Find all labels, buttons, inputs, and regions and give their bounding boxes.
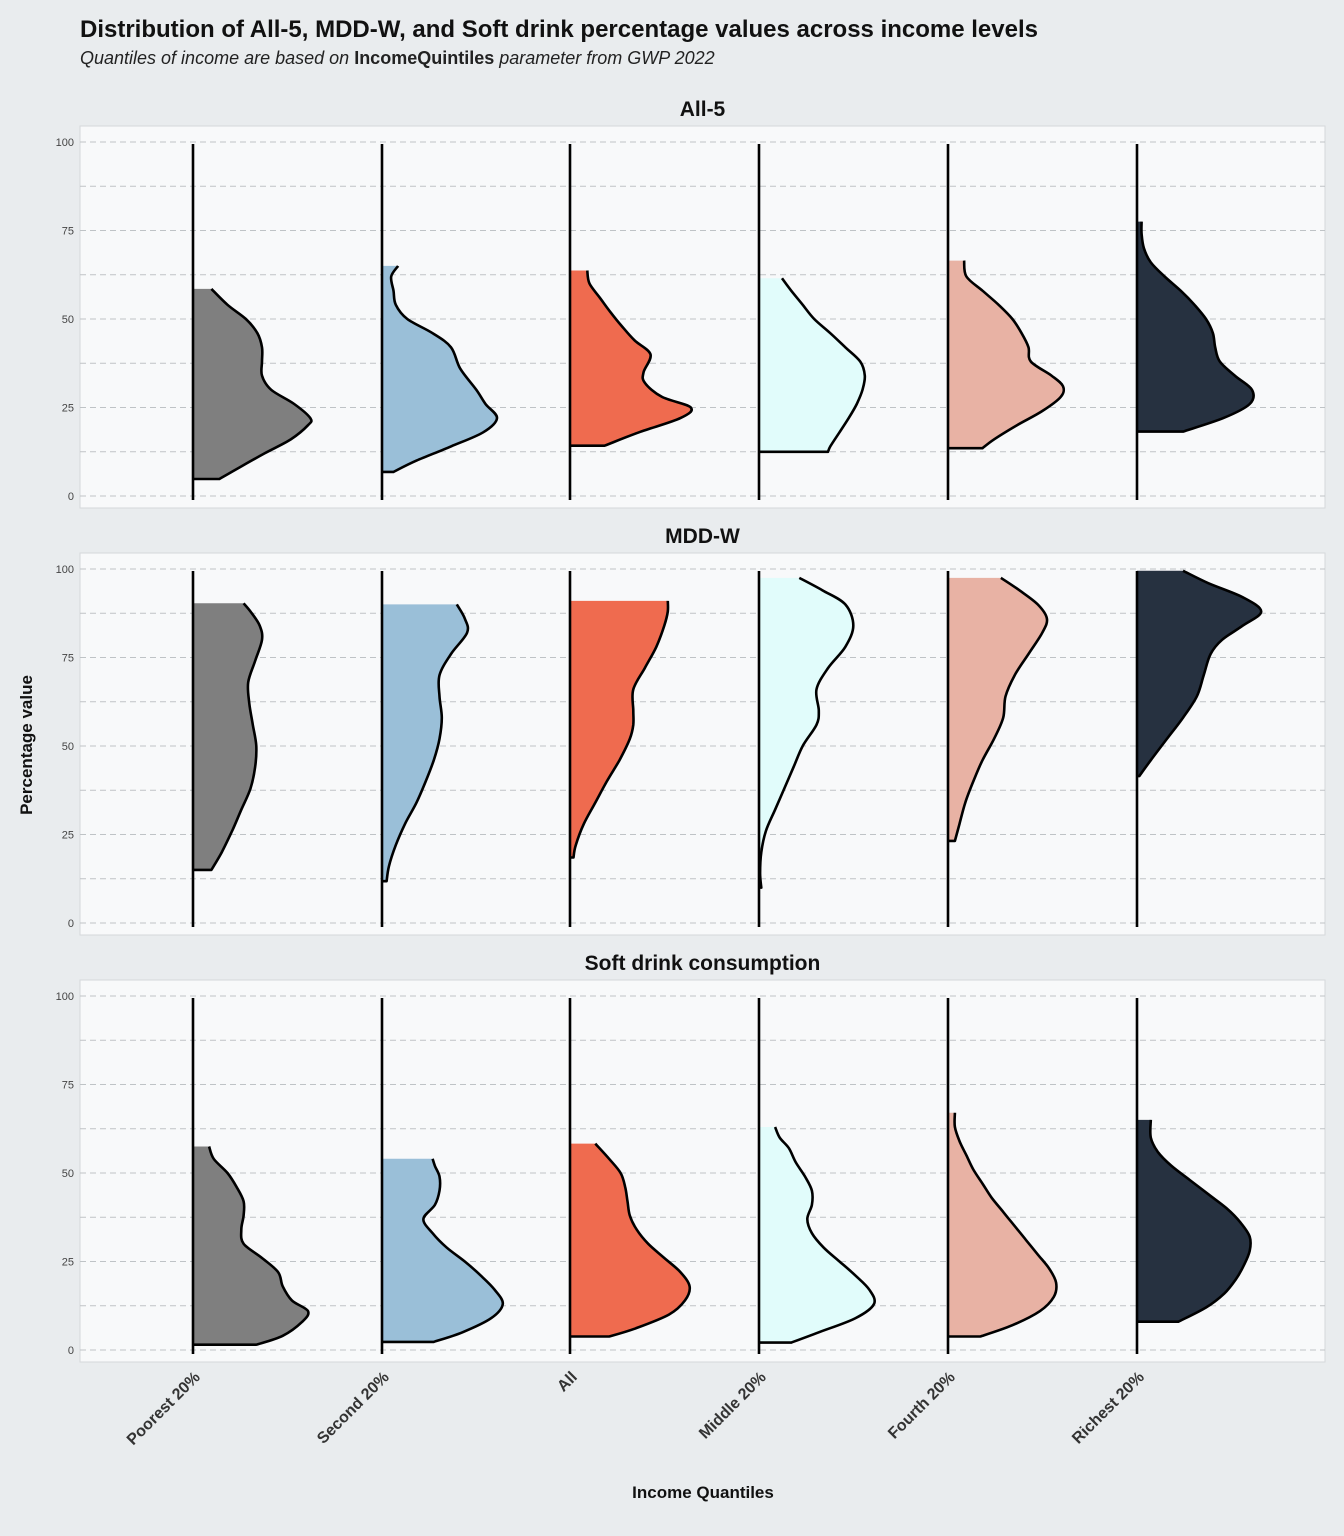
panel-all-5-violin-fourth-20 (948, 260, 1064, 449)
panel-mdd-w-violin-outline-all (570, 600, 670, 859)
panel-all-5-violin-outline-all (570, 270, 693, 447)
panel-soft-drink-consumption-ytick-label: 100 (56, 991, 74, 1003)
panel-all-5-title: All-5 (680, 98, 726, 121)
panel-mdd-w-violin-outline-poorest-20 (193, 602, 264, 872)
y-axis-label: Percentage value (17, 675, 36, 815)
panel-mdd-w-violin-outline-fourth-20 (948, 576, 1049, 843)
panel-soft-drink-consumption-violin-outline-second-20 (382, 1158, 505, 1344)
panel-all-5-ytick-label: 50 (62, 314, 74, 326)
panel-soft-drink-consumption-ytick-label: 75 (62, 1080, 74, 1092)
panel-all-5-violin-outline-middle-20 (759, 277, 867, 454)
panel-soft-drink-consumption-violin-outline-poorest-20 (193, 1146, 310, 1346)
subtitle-text-end: parameter from GWP 2022 (499, 48, 715, 68)
panel-soft-drink-consumption-ytick-label: 0 (68, 1345, 74, 1357)
panel-soft-drink-consumption-violin-second-20 (382, 1158, 503, 1342)
x-tick-label-poorest-20: Poorest 20% (124, 1369, 204, 1449)
panel-soft-drink-consumption-violin-fourth-20 (948, 1112, 1057, 1337)
panel-mdd-w-violin-all (570, 600, 669, 858)
panel-all-5-ytick-label: 100 (56, 137, 74, 149)
panel-mdd-w-violin-middle-20 (759, 577, 854, 888)
panel-mdd-w-violin-richest-20 (1137, 570, 1262, 777)
panel-mdd-w-title: MDD-W (665, 525, 740, 548)
x-tick-label-richest-20: Richest 20% (1069, 1369, 1148, 1448)
panel-mdd-w-violin-outline-second-20 (382, 603, 470, 883)
panel-mdd-w-ytick-label: 25 (62, 830, 74, 842)
panel-all-5-violin-richest-20 (1137, 221, 1254, 432)
panel-all-5-ytick-label: 75 (62, 226, 74, 238)
x-tick-label-all: All (554, 1369, 580, 1395)
panel-mdd-w-background (79, 552, 1326, 936)
panel-all-5-background (79, 125, 1326, 509)
panel-soft-drink-consumption-violin-poorest-20 (193, 1146, 309, 1345)
chart-subtitle: Quantiles of income are based on IncomeQ… (80, 48, 715, 69)
panel-mdd-w-violin-fourth-20 (948, 577, 1048, 841)
panel-soft-drink-consumption-violin-outline-fourth-20 (948, 1112, 1058, 1338)
x-axis-label: Income Quantiles (632, 1483, 774, 1502)
panel-mdd-w-ytick-label: 75 (62, 653, 74, 665)
panel-soft-drink-consumption-violin-all (570, 1143, 690, 1337)
panel-soft-drink-consumption-title: Soft drink consumption (585, 952, 821, 975)
panel-all-5-violin-all (570, 270, 692, 446)
panel-mdd-w-violin-outline-middle-20 (758, 576, 855, 889)
subtitle-bold-param: IncomeQuintiles (354, 48, 495, 68)
panel-soft-drink-consumption-violin-outline-middle-20 (759, 1126, 876, 1344)
panel-mdd-w-ytick-label: 0 (68, 918, 74, 930)
panel-all-5-violin-outline-fourth-20 (948, 260, 1066, 450)
x-tick-label-second-20: Second 20% (314, 1369, 393, 1448)
panel-soft-drink-consumption-violin-richest-20 (1137, 1119, 1251, 1322)
panel-all-5-violin-poorest-20 (193, 288, 312, 479)
panel-mdd-w-ytick-label: 50 (62, 741, 74, 753)
panel-soft-drink-consumption-ytick-label: 25 (62, 1257, 74, 1269)
panel-all-5-violin-middle-20 (759, 278, 865, 452)
chart-title: Distribution of All-5, MDD-W, and Soft d… (80, 16, 1038, 43)
panel-all-5-violin-outline-second-20 (382, 265, 499, 474)
panel-soft-drink-consumption-violin-outline-all (570, 1142, 692, 1338)
subtitle-text-start: Quantiles of income are based on (80, 48, 350, 68)
panel-mdd-w-violin-second-20 (382, 604, 468, 882)
panel-all-5-violin-second-20 (382, 265, 498, 472)
panel-soft-drink-consumption-violin-middle-20 (759, 1127, 875, 1343)
x-tick-label-fourth-20: Fourth 20% (885, 1369, 959, 1443)
panel-mdd-w-ytick-label: 100 (56, 564, 74, 576)
panel-soft-drink-consumption-ytick-label: 50 (62, 1168, 74, 1180)
panel-all-5-ytick-label: 0 (68, 491, 74, 503)
panel-mdd-w-violin-outline-richest-20 (1137, 569, 1263, 778)
panel-all-5-violin-outline-richest-20 (1137, 221, 1255, 433)
panel-all-5-violin-outline-poorest-20 (193, 287, 313, 481)
x-tick-label-middle-20: Middle 20% (696, 1369, 770, 1443)
panel-mdd-w-violin-poorest-20 (193, 603, 263, 870)
panel-soft-drink-consumption-violin-outline-richest-20 (1137, 1119, 1252, 1323)
panel-all-5-ytick-label: 25 (62, 403, 74, 415)
